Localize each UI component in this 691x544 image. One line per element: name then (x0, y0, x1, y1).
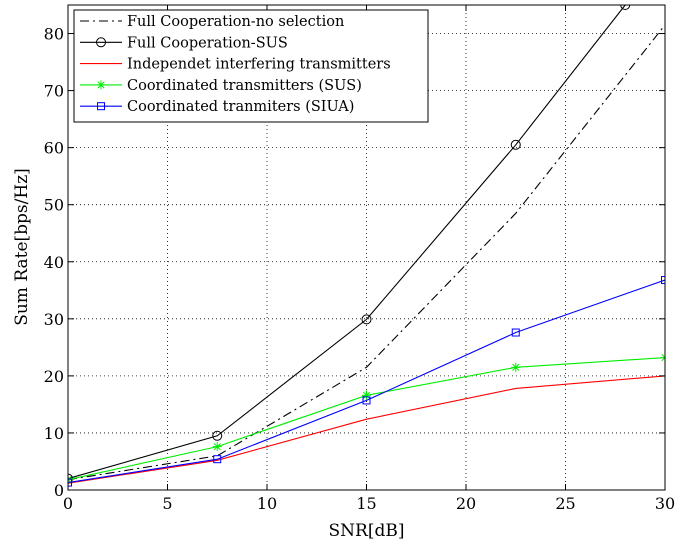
data-point-marker (661, 276, 665, 285)
legend-entry: Independet interfering transmitters (80, 57, 391, 73)
legend-entry: Coordinated transmitters (SUS) (80, 78, 362, 94)
legend-swatch-marker (97, 102, 105, 111)
series-5 (68, 276, 665, 487)
legend-swatch-marker (96, 80, 106, 90)
x-tick-label: 30 (655, 494, 675, 513)
data-point-marker (213, 455, 222, 464)
x-tick-label: 25 (555, 494, 575, 513)
x-tick-label: 5 (162, 494, 172, 513)
legend-entry: Full Cooperation-SUS (80, 35, 288, 51)
y-tick-label: 70 (44, 82, 64, 101)
legend-swatch-marker (96, 37, 106, 48)
legend: Full Cooperation-no selection Full Cooper… (73, 9, 429, 123)
y-tick-label: 10 (44, 424, 64, 443)
legend-label: Full Cooperation-SUS (127, 35, 288, 51)
data-point-marker (510, 139, 521, 150)
data-point-marker (68, 478, 72, 487)
series-1 (68, 24, 665, 481)
data-series (68, 5, 665, 487)
series-4 (68, 353, 665, 485)
legend-label: Coordinated tranmiters (SIUA) (127, 99, 354, 115)
data-point-marker (511, 328, 520, 337)
data-point-marker (362, 390, 371, 400)
x-axis-label: SNR[dB] (329, 521, 405, 541)
series-line (68, 24, 665, 481)
y-axis-ticks: 0 10 20 30 40 50 60 70 80 (44, 25, 665, 500)
legend-box (73, 9, 429, 123)
y-tick-label: 0 (54, 481, 64, 500)
y-tick-label: 60 (44, 139, 64, 158)
legend-entry: Coordinated tranmiters (SIUA) (80, 99, 354, 115)
y-tick-label: 30 (44, 310, 64, 329)
data-point-marker (212, 442, 222, 452)
legend-label: Full Cooperation-no selection (127, 14, 344, 30)
y-tick-label: 80 (44, 25, 64, 44)
data-point-marker (362, 396, 371, 405)
x-tick-label: 10 (257, 494, 277, 513)
series-line (68, 279, 665, 484)
series-3 (68, 375, 665, 484)
x-axis-ticks: 0 5 10 15 20 25 30 (63, 5, 675, 513)
x-tick-label: 20 (456, 494, 476, 513)
series-line (68, 375, 665, 484)
data-point-marker (361, 314, 372, 325)
data-point-marker (212, 430, 223, 441)
legend-label: Coordinated transmitters (SUS) (127, 78, 362, 94)
data-point-marker (511, 362, 521, 372)
data-point-marker (620, 5, 631, 10)
x-tick-label: 0 (63, 494, 73, 513)
y-tick-label: 40 (44, 253, 64, 272)
y-tick-label: 50 (44, 196, 64, 215)
x-tick-label: 15 (356, 494, 376, 513)
y-axis-label: Sum Rate[bps/Hz] (12, 168, 32, 326)
legend-entry: Full Cooperation-no selection (80, 14, 344, 30)
legend-label: Independet interfering transmitters (127, 57, 391, 73)
y-tick-label: 20 (44, 367, 64, 386)
series-line (68, 5, 626, 480)
